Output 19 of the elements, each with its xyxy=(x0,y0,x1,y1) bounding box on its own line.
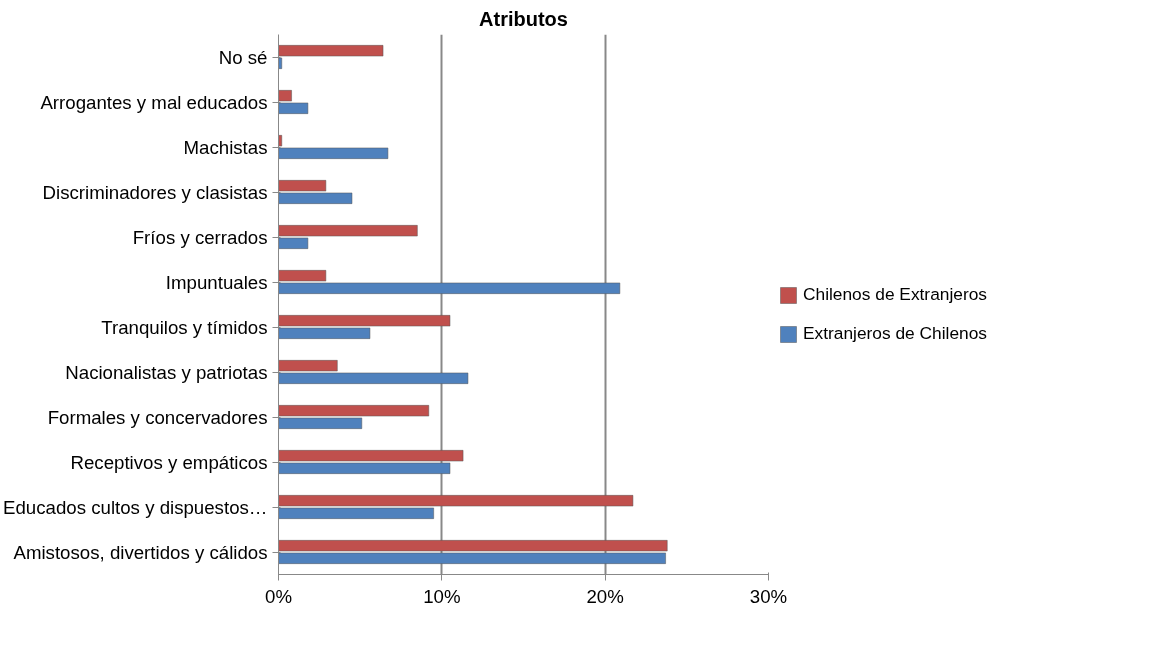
y-tick-label: Arrogantes y mal educados xyxy=(40,91,268,113)
x-tick-label: 0% xyxy=(265,585,292,607)
y-tick-label: No sé xyxy=(218,46,268,68)
chart-title: Atributos xyxy=(479,7,568,30)
y-tick-label: Impuntuales xyxy=(165,271,268,293)
y-tick-label: Amistosos, divertidos y cálidos xyxy=(13,541,268,563)
y-tick-label: Discriminadores y clasistas xyxy=(42,181,268,203)
legend-label: Chilenos de Extranjeros xyxy=(803,284,987,305)
x-tick-label: 30% xyxy=(749,585,788,607)
legend-label: Extranjeros de Chilenos xyxy=(803,323,987,344)
y-tick-label: Fríos y cerrados xyxy=(132,226,268,248)
y-tick-label: Receptivos y empáticos xyxy=(70,451,268,473)
y-tick-label: Nacionalistas y patriotas xyxy=(65,361,268,383)
y-tick-label: Educados cultos y dispuestos… xyxy=(3,496,268,518)
y-tick-label: Machistas xyxy=(183,136,268,158)
x-tick-label: 20% xyxy=(586,585,624,607)
y-tick-label: Tranquilos y tímidos xyxy=(101,316,268,338)
y-tick-label: Formales y concervadores xyxy=(47,406,268,428)
x-tick-label: 10% xyxy=(423,585,461,607)
